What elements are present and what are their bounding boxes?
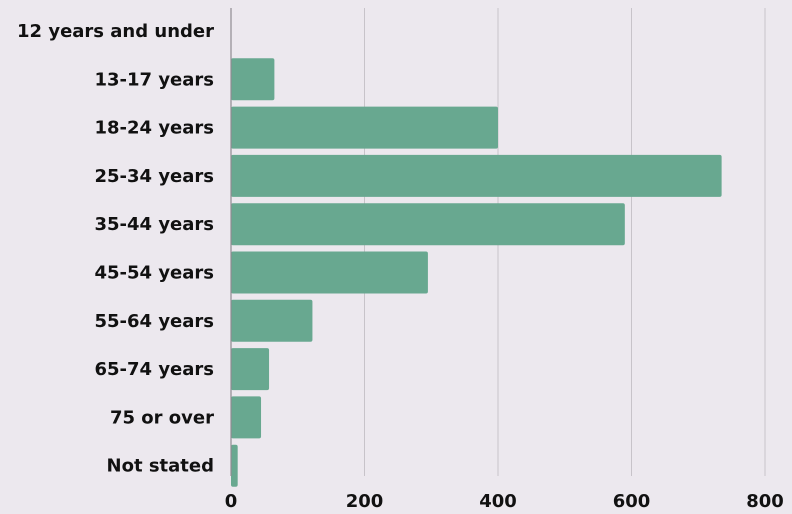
- category-label: 55-64 years: [94, 311, 214, 332]
- category-label: 75 or over: [110, 407, 214, 428]
- bars: [231, 58, 722, 487]
- category-label: 45-54 years: [94, 263, 214, 284]
- category-label: 13-17 years: [94, 69, 214, 90]
- category-label: 12 years and under: [17, 21, 214, 42]
- bar: [231, 299, 313, 342]
- bar: [231, 106, 498, 149]
- x-tick-label: 200: [346, 491, 384, 512]
- bar: [231, 396, 262, 439]
- x-tick-label: 400: [479, 491, 517, 512]
- x-tick-label: 800: [746, 491, 784, 512]
- category-label: 35-44 years: [94, 214, 214, 235]
- bar: [231, 203, 625, 246]
- bar: [231, 251, 428, 294]
- bar: [231, 154, 722, 197]
- category-label: Not stated: [107, 456, 214, 477]
- x-tick-label: 0: [225, 491, 238, 512]
- category-label: 65-74 years: [94, 359, 214, 380]
- bar: [231, 444, 238, 487]
- x-tick-label: 600: [613, 491, 651, 512]
- bar: [231, 58, 275, 101]
- category-label: 25-34 years: [94, 166, 214, 187]
- x-tick-labels: 0 200 400 600 800: [225, 491, 784, 512]
- category-labels: 12 years and under 13-17 years 18-24 years…: [17, 21, 214, 477]
- bar: [231, 348, 270, 391]
- category-label: 18-24 years: [94, 118, 214, 139]
